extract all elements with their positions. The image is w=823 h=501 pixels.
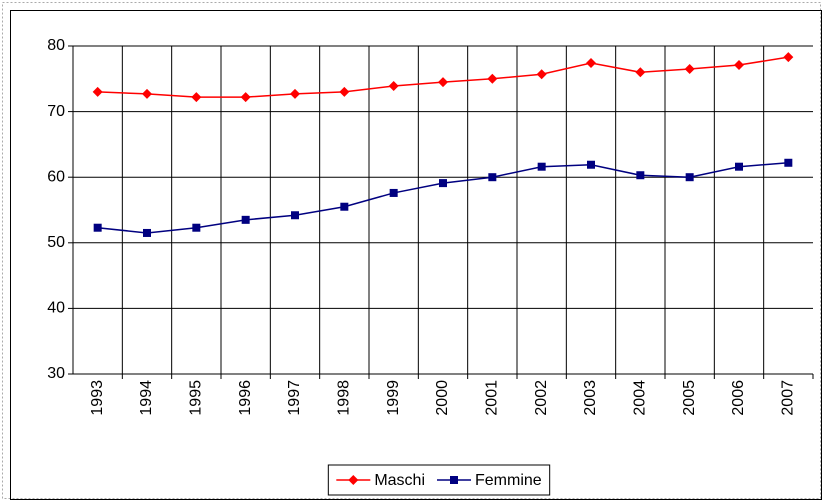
marker (734, 60, 744, 71)
y-tick-label: 80 (47, 37, 65, 54)
y-tick-label: 30 (47, 365, 65, 382)
x-tick-label: 1997 (286, 380, 303, 416)
marker (488, 173, 497, 182)
marker (586, 58, 596, 69)
marker (439, 179, 447, 188)
x-tick-label: 2004 (632, 380, 649, 416)
marker (783, 52, 794, 63)
x-tick-label: 2000 (434, 380, 451, 416)
x-tick-label: 2001 (484, 380, 501, 416)
marker (487, 73, 498, 84)
marker (291, 211, 299, 220)
x-tick-label: 1996 (237, 380, 254, 416)
marker (684, 63, 695, 74)
marker (143, 228, 151, 237)
y-tick-label: 50 (47, 234, 65, 251)
marker (192, 223, 201, 232)
x-tick-label: 2006 (730, 380, 747, 416)
marker (450, 476, 458, 484)
y-tick-label: 70 (47, 103, 65, 120)
marker (191, 92, 202, 103)
marker (735, 162, 743, 171)
x-tick-label: 1999 (385, 380, 402, 416)
marker (290, 88, 300, 99)
marker (536, 69, 547, 80)
marker (685, 173, 694, 182)
marker (587, 160, 595, 169)
marker (784, 158, 793, 167)
x-tick-label: 1995 (188, 380, 205, 416)
legend-label: Femmine (475, 472, 542, 489)
x-tick-label: 1998 (336, 380, 353, 416)
marker (438, 77, 448, 88)
chart-border (10, 10, 822, 500)
x-tick-label: 2003 (582, 380, 599, 416)
legend-label: Maschi (374, 472, 425, 489)
marker (636, 171, 645, 180)
marker (142, 88, 152, 99)
legend: Maschi Femmine (327, 464, 551, 496)
x-tick-label: 1993 (89, 380, 106, 416)
marker (537, 162, 546, 171)
x-tick-label: 1994 (138, 380, 155, 416)
marker (388, 81, 399, 92)
marker (93, 223, 102, 232)
marker (92, 86, 103, 97)
y-tick-label: 40 (47, 300, 65, 317)
marker (348, 475, 359, 485)
marker (340, 202, 349, 211)
marker (339, 86, 350, 97)
marker (240, 92, 251, 103)
marker (389, 188, 398, 197)
y-tick-label: 60 (47, 168, 65, 185)
marker (241, 215, 250, 224)
x-tick-label: 2005 (681, 380, 698, 416)
marker (635, 67, 646, 78)
x-tick-label: 2002 (533, 380, 550, 416)
x-tick-label: 2007 (780, 380, 797, 416)
